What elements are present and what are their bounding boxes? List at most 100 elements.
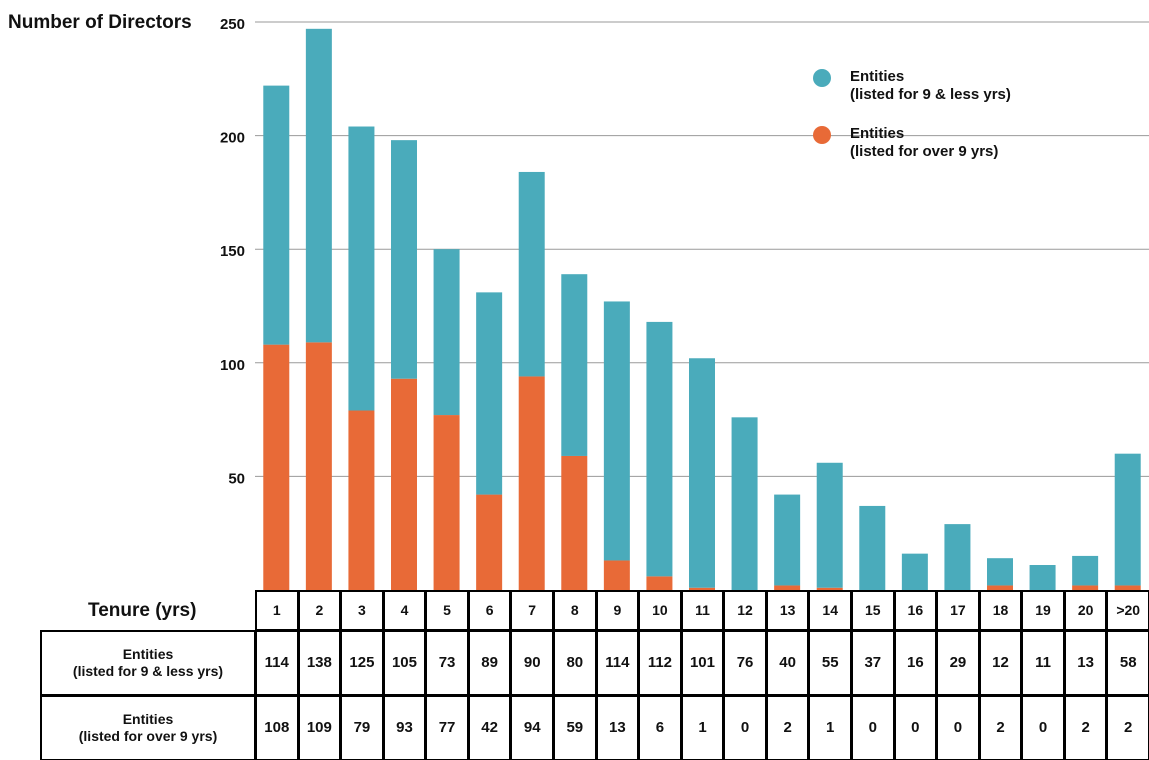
bar-segment [518, 171, 545, 377]
table-cell: 0 [936, 695, 980, 760]
bar-segment [305, 28, 332, 343]
bar-segment [1114, 453, 1141, 586]
table-header-cell: >20 [1106, 590, 1149, 631]
table-cell: 80 [553, 630, 597, 696]
table-cell: 16 [893, 630, 938, 696]
table-cell: 12 [978, 630, 1023, 696]
table-cell: 93 [382, 695, 427, 760]
table-cell: 109 [297, 695, 342, 760]
bar-segment [1072, 555, 1099, 586]
table-cell: 114 [595, 630, 640, 696]
bar-segment [689, 358, 715, 588]
table-cell: 125 [340, 630, 384, 696]
y-axis-label: Number of Directors [8, 12, 192, 33]
table-cell: 0 [1021, 695, 1065, 760]
table-cell: 73 [425, 630, 469, 696]
bar-segment [901, 553, 928, 590]
table-header-cell: 10 [638, 590, 682, 631]
table-cell: 79 [340, 695, 384, 760]
table-header-cell: 12 [723, 590, 767, 631]
table-header-cell: 13 [765, 590, 810, 631]
bar-segment [263, 344, 290, 590]
y-tick-label: 150 [220, 243, 245, 260]
table-row-label: Entities (listed for over 9 yrs) [40, 695, 256, 760]
bar-segment [518, 376, 545, 590]
bar-segment [348, 126, 375, 411]
table-cell: 105 [382, 630, 427, 696]
legend-swatch [813, 126, 831, 144]
bar-segment [774, 494, 801, 586]
table-header-cell: 15 [851, 590, 895, 631]
table-cell: 114 [255, 630, 299, 696]
bar-segment [646, 576, 673, 590]
table-cell: 89 [467, 630, 512, 696]
legend-label: Entities (listed for over 9 yrs) [850, 125, 999, 160]
legend-label: Entities (listed for 9 & less yrs) [850, 68, 1011, 103]
legend-swatch [813, 69, 831, 87]
table-header-cell: 6 [467, 590, 512, 631]
bar-segment [774, 585, 801, 590]
table-header-cell: 20 [1063, 590, 1108, 631]
table-cell: 40 [765, 630, 810, 696]
table-cell: 101 [680, 630, 725, 696]
table-cell: 2 [765, 695, 810, 760]
bar-segment [476, 494, 503, 590]
table-row-label: Entities (listed for 9 & less yrs) [40, 630, 256, 696]
table-header-cell: 7 [510, 590, 554, 631]
bar-segment [476, 292, 503, 495]
table-cell: 42 [467, 695, 512, 760]
y-tick-label: 50 [228, 470, 245, 487]
table-cell: 2 [978, 695, 1023, 760]
table-cell: 112 [638, 630, 682, 696]
bar-segment [987, 585, 1013, 590]
bar-segment [1114, 585, 1141, 590]
bar-segment [561, 455, 588, 590]
table-cell: 11 [1021, 630, 1065, 696]
table-header-cell: 17 [936, 590, 980, 631]
table-cell: 0 [723, 695, 767, 760]
bar-segment [348, 410, 375, 590]
bar-segment [1029, 565, 1056, 590]
table-cell: 1 [808, 695, 852, 760]
table-cell: 58 [1106, 630, 1149, 696]
bar-segment [816, 462, 843, 588]
table-header-cell: 19 [1021, 590, 1065, 631]
table-cell: 2 [1106, 695, 1149, 760]
table-cell: 29 [936, 630, 980, 696]
table-cell: 59 [553, 695, 597, 760]
table-header-cell: 4 [382, 590, 427, 631]
table-header-cell: 2 [297, 590, 342, 631]
bar-segment [561, 274, 588, 456]
table-cell: 90 [510, 630, 554, 696]
bar-segment [1072, 585, 1099, 590]
bar-segment [731, 417, 758, 590]
table-cell: 13 [1063, 630, 1108, 696]
bar-segment [603, 560, 630, 590]
bar-segment [263, 85, 290, 345]
table-cell: 138 [297, 630, 342, 696]
bar-segment [433, 249, 460, 416]
table-cell: 55 [808, 630, 852, 696]
y-tick-label: 100 [220, 357, 245, 374]
table-header-cell: 9 [595, 590, 640, 631]
bar-segment [646, 321, 673, 577]
table-cell: 37 [851, 630, 895, 696]
table-header-cell: 8 [553, 590, 597, 631]
table-cell: 2 [1063, 695, 1108, 760]
table-cell: 0 [893, 695, 938, 760]
bar-segment [391, 378, 417, 590]
bar-segment [944, 524, 971, 590]
y-tick-label: 250 [220, 16, 245, 33]
table-header-cell: 14 [808, 590, 852, 631]
table-header-cell: 3 [340, 590, 384, 631]
bar-segment [987, 558, 1013, 586]
table-header-cell: 18 [978, 590, 1023, 631]
bar-segment [816, 587, 843, 590]
table-cell: 6 [638, 695, 682, 760]
bar-segment [859, 505, 886, 590]
table-header-cell: 11 [680, 590, 725, 631]
bar-segment [433, 415, 460, 590]
table-header-cell: 5 [425, 590, 469, 631]
